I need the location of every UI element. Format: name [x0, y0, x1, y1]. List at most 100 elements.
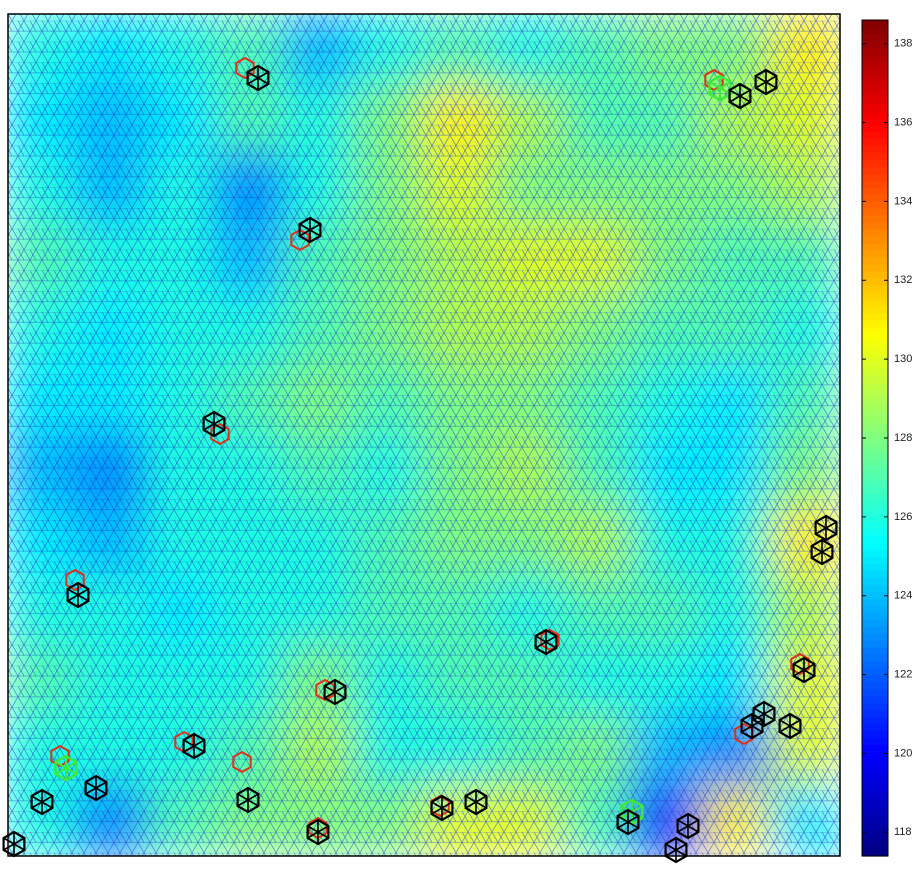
colorbar-step — [862, 444, 888, 453]
colorbar-step — [862, 291, 888, 300]
colorbar-step — [862, 472, 888, 481]
colorbar-step — [862, 312, 888, 321]
colorbar-step — [862, 222, 888, 230]
colorbar-step — [862, 319, 888, 328]
colorbar-step — [862, 431, 888, 439]
colorbar-step — [862, 744, 888, 753]
colorbar-step — [862, 549, 888, 558]
colorbar-step — [862, 591, 888, 599]
colorbar-tick-label: 124 — [894, 590, 912, 602]
colorbar-step — [862, 347, 888, 355]
colorbar-tick-label: 120 — [894, 747, 912, 759]
colorbar-step — [862, 612, 888, 620]
colorbar-step — [862, 458, 888, 467]
colorbar-tick-label: 136 — [894, 116, 912, 128]
colorbar-step — [862, 263, 888, 272]
colorbar-step — [862, 235, 888, 244]
colorbar-step — [862, 26, 888, 35]
colorbar-step — [862, 521, 888, 530]
colorbar-step — [862, 249, 888, 258]
colorbar-step — [862, 333, 888, 342]
colorbar-step — [862, 793, 888, 801]
colorbar-step — [862, 709, 888, 718]
colorbar-step — [862, 577, 888, 585]
colorbar-step — [862, 145, 888, 153]
colorbar-step — [862, 194, 888, 202]
colorbar-step — [862, 242, 888, 251]
colorbar-step — [862, 354, 888, 362]
colorbar-step — [862, 389, 888, 397]
colorbar-step — [862, 800, 888, 808]
colorbar-step — [862, 716, 888, 725]
colorbar-step — [862, 117, 888, 126]
colorbar-step — [862, 396, 888, 404]
colorbar-step — [862, 326, 888, 335]
colorbar-step — [862, 124, 888, 133]
colorbar-tick-label: 118 — [894, 826, 912, 838]
colorbar-step — [862, 486, 888, 495]
colorbar-step — [862, 542, 888, 551]
colorbar-tick-label: 130 — [894, 353, 912, 365]
colorbar-step — [862, 215, 888, 223]
colorbar-step — [862, 277, 888, 286]
colorbar-step — [862, 702, 888, 711]
colorbar-tick-label: 122 — [894, 669, 912, 681]
colorbar-step — [862, 751, 888, 760]
colorbar-step — [862, 772, 888, 780]
colorbar-step — [862, 465, 888, 474]
colorbar-step — [862, 528, 888, 537]
colorbar-step — [862, 438, 888, 446]
colorbar-step — [862, 180, 888, 188]
colorbar-step — [862, 110, 888, 119]
colorbar-step — [862, 807, 888, 815]
colorbar-step — [862, 208, 888, 216]
colorbar-step — [862, 82, 888, 91]
colorbar-step — [862, 849, 888, 857]
colorbar-step — [862, 410, 888, 418]
colorbar-step — [862, 270, 888, 279]
colorbar-step — [862, 667, 888, 676]
colorbar-tick-label: 128 — [894, 432, 912, 444]
colorbar-step — [862, 758, 888, 767]
colorbar-step — [862, 737, 888, 746]
colorbar-step — [862, 375, 888, 383]
colorbar-step — [862, 835, 888, 843]
colorbar-step — [862, 103, 888, 112]
colorbar-step — [862, 695, 888, 704]
colorbar-step — [862, 173, 888, 181]
colorbar-step — [862, 619, 888, 627]
colorbar-step — [862, 47, 888, 56]
colorbar-step — [862, 779, 888, 787]
colorbar-step — [862, 493, 888, 502]
colorbar-step — [862, 424, 888, 432]
colorbar-step — [862, 159, 888, 167]
colorbar-tick-label: 126 — [894, 511, 912, 523]
colorbar-frame — [861, 19, 889, 857]
colorbar-step — [862, 131, 888, 140]
colorbar-step — [862, 382, 888, 390]
colorbar-step — [862, 786, 888, 794]
colorbar-step — [862, 535, 888, 544]
colorbar-step — [862, 605, 888, 613]
field — [8, 14, 840, 856]
colorbar-step — [862, 563, 888, 571]
colorbar-step — [862, 361, 888, 369]
colorbar-step — [862, 626, 888, 634]
colorbar-step — [862, 653, 888, 662]
colorbar-step — [862, 305, 888, 314]
colorbar-step — [862, 152, 888, 160]
colorbar-step — [862, 660, 888, 669]
colorbar-step — [862, 138, 888, 146]
colorbar-tick-label: 134 — [894, 195, 912, 207]
colorbar-step — [862, 298, 888, 307]
colorbar-step — [862, 507, 888, 516]
colorbar-step — [862, 556, 888, 564]
colorbar-step — [862, 40, 888, 49]
colorbar-step — [862, 54, 888, 63]
colorbar-step — [862, 75, 888, 84]
colorbar-step — [862, 584, 888, 592]
colorbar-step — [862, 284, 888, 293]
colorbar-step — [862, 814, 888, 822]
colorbar-step — [862, 681, 888, 690]
